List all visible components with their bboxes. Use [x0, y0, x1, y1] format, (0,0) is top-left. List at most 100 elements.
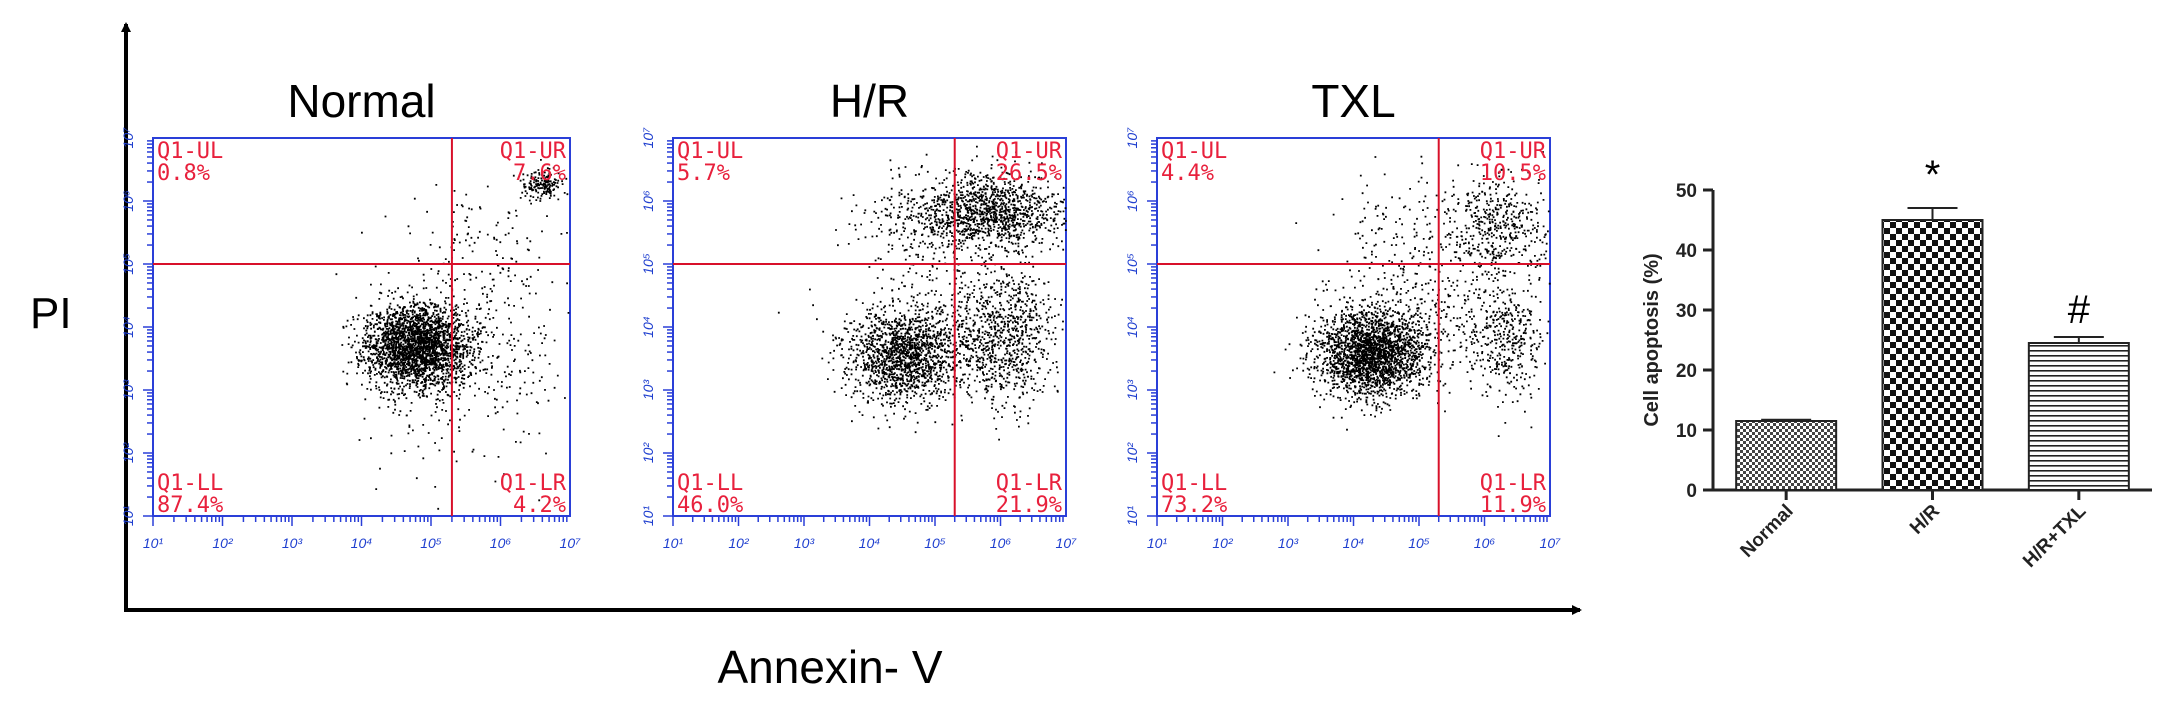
flow-panel-normal: Normal 10¹ 10² 10³ 10⁴ 10⁵ 10⁶ 10⁷ 10¹ 10² 10³ 10⁴ 1… — [120, 75, 581, 551]
plot-frame — [152, 137, 571, 517]
y-tick-label: 10⁴ — [1124, 316, 1140, 338]
quadrant-name: Q1-LL — [677, 471, 743, 496]
quadrant-percent: 4.4% — [1161, 161, 1214, 186]
x-tick-label: 10⁶ — [990, 535, 1012, 551]
y-tick-label: 10⁶ — [1124, 190, 1140, 212]
quadrant-percent: 11.9% — [1480, 493, 1546, 518]
event-dots — [777, 145, 1067, 441]
y-tick-label: 10⁴ — [120, 316, 136, 338]
quadrant-percent: 26.5% — [996, 161, 1062, 186]
x-tick-label: 10¹ — [1147, 535, 1168, 551]
y-tick-label: 10⁵ — [1124, 253, 1140, 275]
event-dots — [1273, 151, 1551, 437]
x-tick-label: 10² — [1212, 535, 1234, 551]
significance-marker: # — [2068, 288, 2091, 332]
y-tick-label: 10² — [120, 442, 136, 464]
x-tick-label: 10⁶ — [1474, 535, 1496, 551]
quadrant-percent: 0.8% — [157, 161, 210, 186]
y-tick-label: 10³ — [120, 380, 136, 401]
x-tick-label: 10⁴ — [859, 535, 881, 551]
y-tick-label: 10⁵ — [120, 253, 136, 275]
figure-x-axis-label: Annexin- V — [717, 641, 942, 693]
bar-category-label: Normal — [1737, 501, 1798, 562]
scatter-points — [335, 159, 570, 510]
quadrant-name: Q1-LR — [1480, 471, 1547, 496]
y-tick-label: 10⁴ — [640, 316, 656, 338]
y-tick-label: 10⁷ — [120, 127, 136, 149]
x-tick-label: 10⁷ — [1540, 535, 1562, 551]
event-dots — [335, 159, 570, 510]
apoptosis-bar-chart: 0 10 20 30 40 50 Cell apoptosis (%) Normal H/R * H… — [1641, 153, 2152, 572]
axis-ticks — [663, 140, 1064, 526]
x-tick-label: 10⁵ — [420, 535, 442, 551]
x-tick-label: 10¹ — [143, 535, 164, 551]
axis-ticks — [143, 140, 568, 526]
panel-title: Normal — [287, 75, 435, 127]
x-tick-label: 10³ — [282, 535, 303, 551]
quadrant-percent: 5.7% — [677, 161, 730, 186]
x-tick-label: 10³ — [1278, 535, 1299, 551]
quadrant-name: Q1-UL — [677, 139, 743, 164]
y-tick-label: 10⁶ — [120, 190, 136, 212]
quadrant-name: Q1-LL — [157, 471, 223, 496]
quadrant-percent: 73.2% — [1161, 493, 1227, 518]
flow-panel-hr: H/R 10¹ 10² 10³ 10⁴ 10⁵ 10⁶ 10⁷ 10¹ 10² 10³ 10⁴ 10⁵ 1… — [640, 75, 1077, 551]
quadrant-name: Q1-UR — [1480, 139, 1547, 164]
axis-ticks — [1147, 140, 1548, 526]
x-tick-label: 10⁴ — [351, 535, 373, 551]
quadrant-name: Q1-UL — [157, 139, 223, 164]
x-tick-label: 10⁷ — [1056, 535, 1078, 551]
y-tick-label: 10³ — [640, 380, 656, 401]
quadrant-percent: 46.0% — [677, 493, 743, 518]
y-tick-label: 10² — [1124, 442, 1140, 464]
bar-y-tick-label: 30 — [1676, 301, 1697, 322]
x-tick-label: 10⁶ — [490, 535, 512, 551]
y-tick-label: 10³ — [1124, 380, 1140, 401]
x-tick-label: 10⁵ — [924, 535, 946, 551]
quadrant-name: Q1-UR — [500, 139, 567, 164]
quadrant-percent: 87.4% — [157, 493, 223, 518]
x-tick-label: 10² — [728, 535, 750, 551]
y-tick-label: 10⁷ — [640, 127, 656, 149]
y-tick-label: 10² — [640, 442, 656, 464]
quadrant-name: Q1-UR — [996, 139, 1063, 164]
quadrant-name: Q1-LL — [1161, 471, 1227, 496]
y-tick-label: 10¹ — [1124, 506, 1140, 527]
scatter-points — [1273, 151, 1551, 437]
quadrant-percent: 21.9% — [996, 493, 1062, 518]
bar-y-tick-label: 20 — [1676, 361, 1697, 382]
quadrant-percent: 4.2% — [513, 493, 566, 518]
bar — [2027, 342, 2130, 491]
bar — [1735, 420, 1838, 491]
quadrant-percent: 10.5% — [1480, 161, 1546, 186]
panel-title: TXL — [1311, 75, 1395, 127]
quadrant-percent: 7.6% — [513, 161, 566, 186]
figure-y-axis-label: PI — [30, 289, 72, 338]
x-tick-label: 10⁴ — [1343, 535, 1365, 551]
bar-y-axis-label: Cell apoptosis (%) — [1641, 253, 1663, 426]
bar-y-tick-label: 0 — [1686, 481, 1697, 502]
quadrant-name: Q1-LR — [996, 471, 1063, 496]
x-tick-label: 10⁷ — [560, 535, 582, 551]
bar-y-tick-label: 40 — [1676, 241, 1697, 262]
y-tick-label: 10⁶ — [640, 190, 656, 212]
x-tick-label: 10⁵ — [1408, 535, 1430, 551]
bar-category-label: H/R+TXL — [2019, 500, 2090, 571]
y-tick-label: 10⁵ — [640, 253, 656, 275]
y-tick-label: 10¹ — [640, 506, 656, 527]
x-tick-label: 10³ — [794, 535, 815, 551]
bar — [1881, 219, 1984, 491]
x-tick-label: 10² — [212, 535, 234, 551]
y-tick-label: 10¹ — [120, 506, 136, 527]
significance-marker: * — [1925, 153, 1941, 197]
bar-y-tick-label: 50 — [1676, 181, 1697, 202]
quadrant-name: Q1-LR — [500, 471, 567, 496]
x-tick-label: 10¹ — [663, 535, 684, 551]
y-tick-label: 10⁷ — [1124, 127, 1140, 149]
panel-title: H/R — [830, 75, 909, 127]
bar-y-tick-label: 10 — [1676, 421, 1697, 442]
plot-frame — [672, 137, 1067, 517]
flow-panel-txl: TXL 10¹ 10² 10³ 10⁴ 10⁵ 10⁶ 10⁷ 10¹ 10² 10³ 10⁴ 10⁵ 1… — [1124, 75, 1561, 551]
bar-category-label: H/R — [1906, 500, 1944, 538]
